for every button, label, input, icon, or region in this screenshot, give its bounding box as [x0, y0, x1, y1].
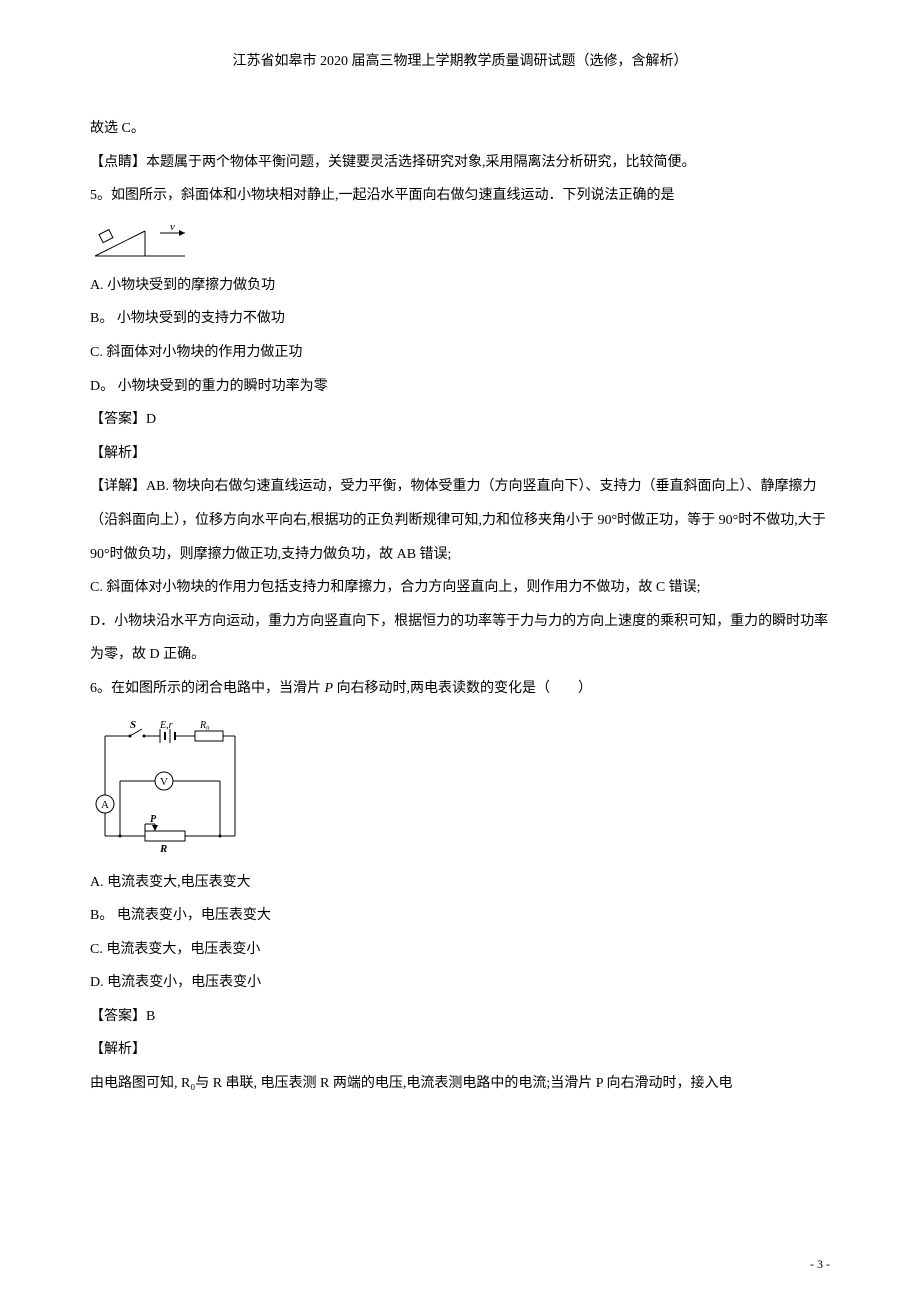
- analysis-label: 【解析】: [90, 437, 830, 471]
- option-b: B。 小物块受到的支持力不做功: [90, 302, 830, 336]
- svg-text:P: P: [150, 814, 157, 825]
- text-line: 【详解】AB. 物块向右做匀速直线运动，受力平衡，物体受重力（方向竖直向下）、支…: [90, 470, 830, 571]
- incline-diagram: v: [90, 221, 200, 261]
- svg-text:A: A: [101, 799, 109, 811]
- option-a: A. 电流表变大,电压表变大: [90, 866, 830, 900]
- answer-label: 【答案】D: [90, 403, 830, 437]
- svg-text:S: S: [130, 719, 136, 731]
- analysis-label: 【解析】: [90, 1033, 830, 1067]
- option-c: C. 电流表变大，电压表变小: [90, 933, 830, 967]
- option-a: A. 小物块受到的摩擦力做负功: [90, 269, 830, 303]
- svg-text:V: V: [160, 776, 168, 788]
- svg-text:R₀: R₀: [199, 720, 210, 731]
- page-number: - 3 -: [810, 1257, 830, 1271]
- svg-text:E,r: E,r: [159, 720, 173, 731]
- text-line: 由电路图可知, R₀与 R 串联, 电压表测 R 两端的电压,电流表测电路中的电…: [90, 1067, 830, 1101]
- text-line: D．小物块沿水平方向运动，重力方向竖直向下，根据恒力的功率等于力与力的方向上速度…: [90, 605, 830, 672]
- svg-text:R: R: [159, 843, 167, 855]
- text-span: 6。在如图所示的闭合电路中，当滑片: [90, 681, 325, 696]
- option-d: D. 电流表变小，电压表变小: [90, 966, 830, 1000]
- velocity-label: v: [170, 221, 175, 233]
- answer-label: 【答案】B: [90, 1000, 830, 1034]
- variable-p: P: [325, 681, 334, 696]
- header-title: 江苏省如皋市 2020 届高三物理上学期教学质量调研试题（选修，含解析）: [233, 54, 688, 69]
- text-span: 向右移动时,两电表读数的变化是（ ）: [333, 681, 592, 696]
- text-line: 【点睛】本题属于两个物体平衡问题，关键要灵活选择研究对象,采用隔离法分析研究，比…: [90, 146, 830, 180]
- option-c: C. 斜面体对小物块的作用力做正功: [90, 336, 830, 370]
- page-footer: - 3 -: [810, 1257, 830, 1272]
- text-line: 6。在如图所示的闭合电路中，当滑片 P 向右移动时,两电表读数的变化是（ ）: [90, 672, 830, 706]
- option-b: B。 电流表变小，电压表变大: [90, 899, 830, 933]
- page-header: 江苏省如皋市 2020 届高三物理上学期教学质量调研试题（选修，含解析）: [90, 50, 830, 70]
- circuit-diagram: S E,r R₀ R: [90, 716, 250, 856]
- page-content: 故选 C。 【点睛】本题属于两个物体平衡问题，关键要灵活选择研究对象,采用隔离法…: [90, 112, 830, 1101]
- text-line: C. 斜面体对小物块的作用力包括支持力和摩擦力，合力方向竖直向上，则作用力不做功…: [90, 571, 830, 605]
- text-line: 故选 C。: [90, 112, 830, 146]
- text-line: 5。如图所示，斜面体和小物块相对静止,一起沿水平面向右做匀速直线运动．下列说法正…: [90, 179, 830, 213]
- option-d: D。 小物块受到的重力的瞬时功率为零: [90, 370, 830, 404]
